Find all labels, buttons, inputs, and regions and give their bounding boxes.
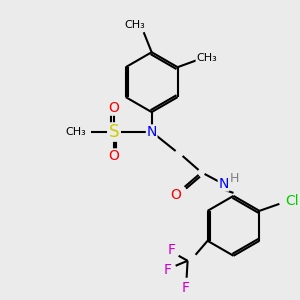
Text: S: S — [109, 123, 119, 141]
Text: N: N — [218, 177, 229, 191]
Text: CH₃: CH₃ — [196, 53, 217, 63]
Text: H: H — [230, 172, 239, 185]
Text: O: O — [170, 188, 181, 202]
Text: CH₃: CH₃ — [65, 127, 86, 137]
Text: N: N — [146, 125, 157, 139]
Text: F: F — [168, 243, 176, 257]
Text: CH₃: CH₃ — [124, 20, 145, 30]
Text: O: O — [108, 101, 119, 115]
Text: F: F — [164, 263, 172, 277]
Text: F: F — [182, 281, 190, 295]
Text: O: O — [108, 149, 119, 163]
Text: Cl: Cl — [286, 194, 299, 208]
